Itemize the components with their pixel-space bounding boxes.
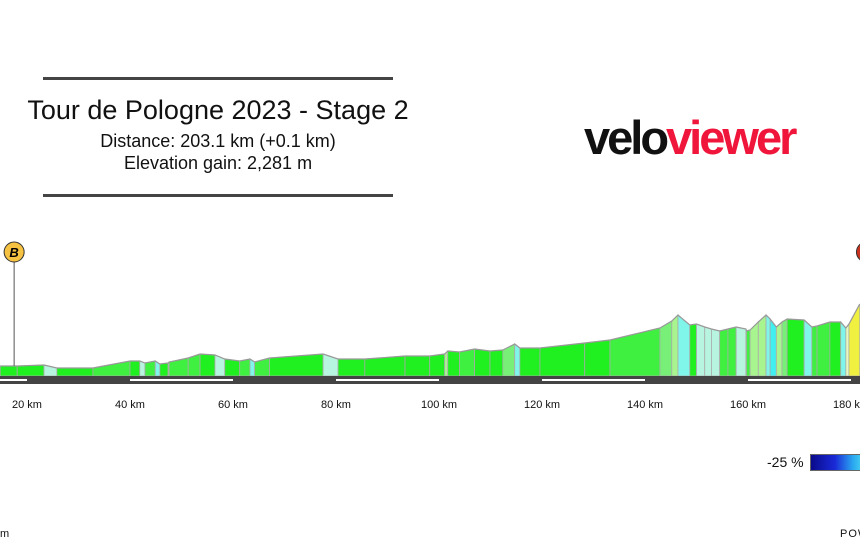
profile-segment bbox=[786, 318, 805, 377]
profile-segment bbox=[239, 358, 251, 377]
title-rule-bottom bbox=[43, 194, 393, 197]
distance-bar-stripe bbox=[336, 379, 439, 381]
profile-segment bbox=[489, 349, 504, 377]
profile-segment bbox=[719, 328, 729, 377]
veloviewer-logo: veloviewer bbox=[584, 108, 797, 168]
profile-segment bbox=[584, 339, 611, 377]
profile-segment bbox=[711, 328, 721, 377]
profile-segment bbox=[16, 364, 45, 377]
profile-segment bbox=[404, 355, 431, 377]
elevation-gain-text: Elevation gain: 2,281 m bbox=[123, 153, 313, 173]
profile-segment bbox=[696, 323, 706, 377]
profile-segment bbox=[199, 353, 216, 377]
profile-segment bbox=[746, 329, 751, 377]
profile-segment bbox=[781, 318, 788, 377]
profile-segment bbox=[735, 326, 747, 377]
distance-text: Distance: 203.1 km (+0.1 km) bbox=[100, 131, 336, 151]
profile-segment bbox=[129, 360, 141, 377]
profile-segment bbox=[56, 367, 94, 377]
profile-segment bbox=[447, 350, 461, 377]
profile-segment bbox=[254, 357, 270, 377]
logo-part-velo: velo bbox=[584, 111, 669, 164]
profile-segment bbox=[224, 358, 241, 377]
profile-segment bbox=[845, 322, 850, 377]
profile-segment bbox=[704, 326, 712, 377]
profile-segment bbox=[769, 317, 777, 377]
x-tick-label: 100 km bbox=[421, 399, 457, 411]
profile-segment bbox=[159, 362, 169, 377]
distance-bar-stripe bbox=[542, 379, 645, 381]
gradient-legend-bar bbox=[810, 454, 860, 471]
profile-segment bbox=[0, 365, 18, 377]
profile-segment bbox=[514, 343, 521, 377]
x-tick-label: 60 km bbox=[218, 399, 248, 411]
profile-segment bbox=[459, 348, 475, 377]
distance-bar-stripe bbox=[748, 379, 851, 381]
x-tick-label: 40 km bbox=[115, 399, 145, 411]
profile-segment bbox=[474, 348, 491, 377]
profile-segment bbox=[168, 357, 189, 377]
profile-segment bbox=[765, 314, 771, 377]
profile-segment bbox=[829, 321, 842, 377]
profile-segment bbox=[775, 321, 783, 377]
x-tick-label: 160 km bbox=[730, 399, 766, 411]
distance-bar-stripe bbox=[0, 379, 27, 381]
logo-part-viewer: viewer bbox=[666, 111, 797, 164]
x-tick-label: 180 km bbox=[833, 399, 860, 411]
x-tick-label: 120 km bbox=[524, 399, 560, 411]
profile-segment bbox=[749, 321, 759, 377]
profile-segment bbox=[811, 325, 818, 377]
profile-segment bbox=[671, 314, 679, 377]
profile-segment bbox=[840, 320, 847, 377]
profile-segment bbox=[757, 314, 767, 377]
legend-min-label: -25 % bbox=[767, 454, 804, 470]
footer-powered-by: POW bbox=[840, 528, 860, 540]
profile-segment bbox=[803, 319, 813, 377]
profile-segment bbox=[519, 347, 541, 377]
profile-outline bbox=[0, 303, 860, 369]
profile-segment bbox=[539, 342, 586, 377]
distance-bar-stripe bbox=[130, 379, 233, 381]
profile-segment bbox=[816, 321, 831, 377]
x-tick-label: 80 km bbox=[321, 399, 351, 411]
finish-marker-icon bbox=[855, 243, 860, 261]
title-rule-top bbox=[43, 77, 393, 80]
marker-b-icon bbox=[3, 241, 25, 263]
marker-label: B bbox=[9, 245, 18, 260]
footer-left-text: m bbox=[0, 528, 11, 540]
profile-segment bbox=[92, 360, 131, 377]
profile-segment bbox=[337, 358, 366, 377]
profile-segment bbox=[727, 326, 737, 377]
profile-segment bbox=[609, 327, 661, 377]
profile-segment bbox=[322, 353, 339, 377]
page-title: Tour de Pologne 2023 - Stage 2 bbox=[27, 95, 409, 125]
profile-segment bbox=[429, 353, 446, 377]
x-tick-label: 20 km bbox=[12, 399, 42, 411]
x-tick-label: 140 km bbox=[627, 399, 663, 411]
profile-segment bbox=[444, 350, 449, 377]
profile-segment bbox=[689, 323, 697, 377]
profile-segment bbox=[659, 320, 673, 377]
